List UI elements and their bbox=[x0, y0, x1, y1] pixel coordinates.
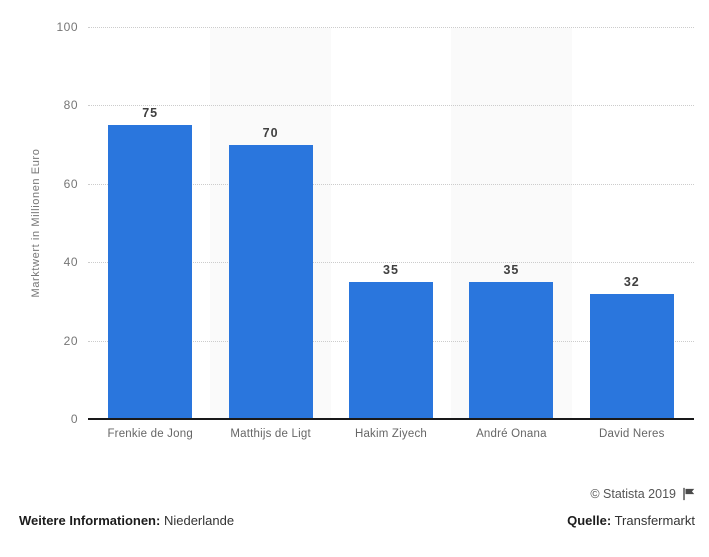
x-category-label: Hakim Ziyech bbox=[354, 428, 428, 440]
y-tick-label-20: 20 bbox=[63, 333, 78, 348]
flag-icon bbox=[682, 487, 696, 501]
y-tick-label-0: 0 bbox=[70, 412, 78, 426]
gridline-40 bbox=[88, 262, 694, 264]
bar-matthijs-de-ligt bbox=[228, 144, 313, 419]
y-axis-title: Marktwert in Millionen Euro bbox=[30, 148, 42, 298]
bar-value-label: 35 bbox=[383, 262, 399, 277]
source-value: Transfermarkt bbox=[614, 513, 695, 528]
bar-value-label: 75 bbox=[142, 106, 159, 120]
bar-value-label: 70 bbox=[262, 125, 279, 140]
x-category-label: Matthijs de Ligt bbox=[230, 428, 311, 440]
bar-david-neres bbox=[589, 293, 674, 419]
bar-hakim-ziyech bbox=[349, 281, 433, 419]
footer: Weitere Informationen: Niederlande Quell… bbox=[19, 513, 695, 528]
y-tick-label-100: 100 bbox=[56, 20, 78, 34]
source-label: Quelle: bbox=[567, 513, 612, 528]
y-tick-label-80: 80 bbox=[63, 98, 78, 113]
gridline-100 bbox=[88, 27, 694, 28]
source: Quelle: Transfermarkt bbox=[567, 513, 695, 528]
more-information: Weitere Informationen: Niederlande bbox=[19, 513, 234, 528]
x-category-label: David Neres bbox=[599, 428, 665, 440]
bar-value-label: 32 bbox=[623, 274, 640, 289]
bar-value-label: 35 bbox=[503, 262, 520, 277]
bar-frenkie-de-jong bbox=[108, 125, 193, 419]
more-information-label: Weitere Informationen: bbox=[19, 513, 161, 528]
statista-credit: © Statista 2019 bbox=[590, 487, 696, 501]
copyright-text: © Statista 2019 bbox=[590, 487, 676, 501]
y-tick-label-40: 40 bbox=[63, 255, 78, 270]
x-category-label: André Onana bbox=[476, 428, 547, 440]
gridline-60 bbox=[88, 183, 694, 185]
x-category-label: Frenkie de Jong bbox=[107, 428, 193, 440]
y-tick-label-60: 60 bbox=[63, 176, 78, 191]
bar-andr-onana bbox=[469, 281, 554, 419]
x-axis-line bbox=[88, 418, 694, 420]
more-information-value: Niederlande bbox=[163, 513, 235, 528]
gridline-80 bbox=[88, 105, 694, 107]
